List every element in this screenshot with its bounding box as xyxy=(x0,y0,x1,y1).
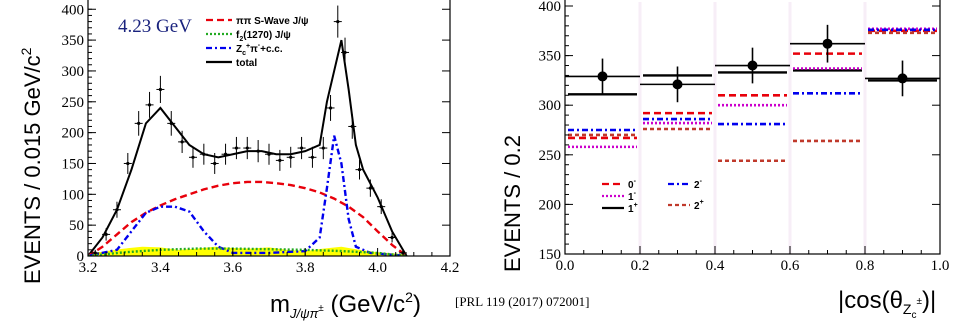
y-tick-label: 250 xyxy=(62,95,85,111)
x-tick-label: 0.6 xyxy=(781,258,800,274)
data-point xyxy=(321,146,325,150)
data-point xyxy=(350,124,354,129)
x-tick-label: 4.2 xyxy=(441,260,460,276)
legend-label: 0- xyxy=(628,178,637,191)
legend-label: f2(1270) J/ψ xyxy=(236,30,291,43)
x-tick-label: 3.4 xyxy=(151,260,170,276)
legend-label: 1- xyxy=(628,190,637,203)
y-tick-label: 100 xyxy=(62,187,85,203)
data-point xyxy=(245,146,249,150)
data-point xyxy=(137,121,141,125)
data-point xyxy=(343,50,347,55)
legend-label: 1+ xyxy=(628,202,638,215)
data-point xyxy=(278,158,282,162)
left-x-axis-label: mJ/ψπ± (GeV/c2) xyxy=(270,289,421,321)
x-tick-label: 0.8 xyxy=(856,258,875,274)
x-tick-label: 3.2 xyxy=(79,260,98,276)
x-tick-label: 1.0 xyxy=(931,258,950,274)
legend-label: total xyxy=(236,58,257,69)
data-point xyxy=(597,71,608,82)
left-legend: ππ S-Wave J/ψ f2(1270) J/ψZc+π-+c.c.total xyxy=(206,16,309,69)
data-point xyxy=(104,232,108,237)
bin-divider xyxy=(713,2,717,254)
right-axis-ticks: 0.0 0.2 0.4 0.6 0.8 1.0 150 200 250 300 350 400 xyxy=(539,0,950,274)
right-y-axis-label: EVENTS / 0.2 xyxy=(500,135,525,272)
data-point xyxy=(180,140,184,144)
reference-citation: [PRL 119 (2017) 072001] xyxy=(455,294,589,309)
y-tick-label: 350 xyxy=(539,49,562,65)
legend-label: ππ S-Wave J/ψ xyxy=(236,16,309,27)
bin-divider xyxy=(863,2,867,254)
data-point xyxy=(328,106,333,110)
x-tick-label: 0.4 xyxy=(706,258,725,274)
data-point xyxy=(390,235,394,240)
data-point xyxy=(267,152,271,156)
y-tick-label: 200 xyxy=(62,126,85,142)
data-point xyxy=(93,251,97,255)
y-tick-label: 50 xyxy=(69,218,84,234)
data-point xyxy=(357,168,362,172)
data-point xyxy=(223,152,228,156)
data-point xyxy=(336,19,340,24)
x-tick-label: 3.6 xyxy=(223,260,242,276)
right-x-axis-label: |cos(θZc±)| xyxy=(838,287,936,321)
x-tick-label: 4.0 xyxy=(368,260,387,276)
data-point xyxy=(202,152,206,156)
data-point xyxy=(897,73,908,84)
y-tick-label: 0 xyxy=(77,249,85,265)
data-point xyxy=(822,38,833,49)
curve--s-wave-j- xyxy=(88,180,408,256)
y-tick-label: 150 xyxy=(62,156,85,172)
right-plot-frame xyxy=(564,0,941,255)
y-tick-label: 200 xyxy=(539,197,562,213)
data-point xyxy=(191,155,195,159)
data-point xyxy=(401,251,405,255)
legend-label: Zc+π-+c.c. xyxy=(236,42,283,57)
y-tick-label: 300 xyxy=(62,64,85,80)
data-point xyxy=(158,87,162,92)
y-tick-label: 350 xyxy=(62,33,85,49)
x-tick-label: 3.8 xyxy=(296,260,315,276)
left-chart: 3.2 3.4 3.6 3.8 4.0 4.2 0 50 100 150 200 250 300 350 4… xyxy=(18,0,459,321)
x-tick-label: 0.0 xyxy=(556,258,575,274)
data-point xyxy=(747,60,758,71)
bin-divider xyxy=(788,2,792,254)
data-point xyxy=(310,155,315,159)
y-tick-label: 300 xyxy=(539,98,562,114)
right-plot-content xyxy=(565,2,940,254)
data-point xyxy=(379,205,383,209)
data-point xyxy=(256,149,260,153)
data-point xyxy=(289,155,293,159)
legend-label: 2+ xyxy=(694,199,704,212)
left-energy-label: 4.23 GeV xyxy=(118,16,192,37)
data-point xyxy=(213,161,217,166)
y-tick-label: 400 xyxy=(539,0,562,15)
bin-divider xyxy=(638,2,642,254)
y-tick-label: 250 xyxy=(539,148,562,164)
data-point xyxy=(126,161,130,166)
left-y-axis-label: EVENTS / 0.015 GeV/c2 xyxy=(18,47,45,284)
x-tick-label: 0.2 xyxy=(631,258,650,274)
data-point xyxy=(234,146,239,150)
right-legend: 0-1-1+ 2- 2+ xyxy=(602,178,704,215)
y-tick-label: 150 xyxy=(539,247,562,263)
data-point xyxy=(147,103,152,107)
data-point xyxy=(368,186,372,190)
left-axis-ticks: 3.2 3.4 3.6 3.8 4.0 4.2 0 50 100 150 200 250 300 350 4… xyxy=(62,2,460,276)
data-point xyxy=(299,146,304,150)
data-point xyxy=(672,79,683,90)
sideband-fill xyxy=(88,246,407,256)
y-tick-label: 400 xyxy=(62,2,85,18)
data-point xyxy=(115,208,119,212)
data-point xyxy=(169,121,173,125)
legend-label: 2- xyxy=(694,178,703,191)
